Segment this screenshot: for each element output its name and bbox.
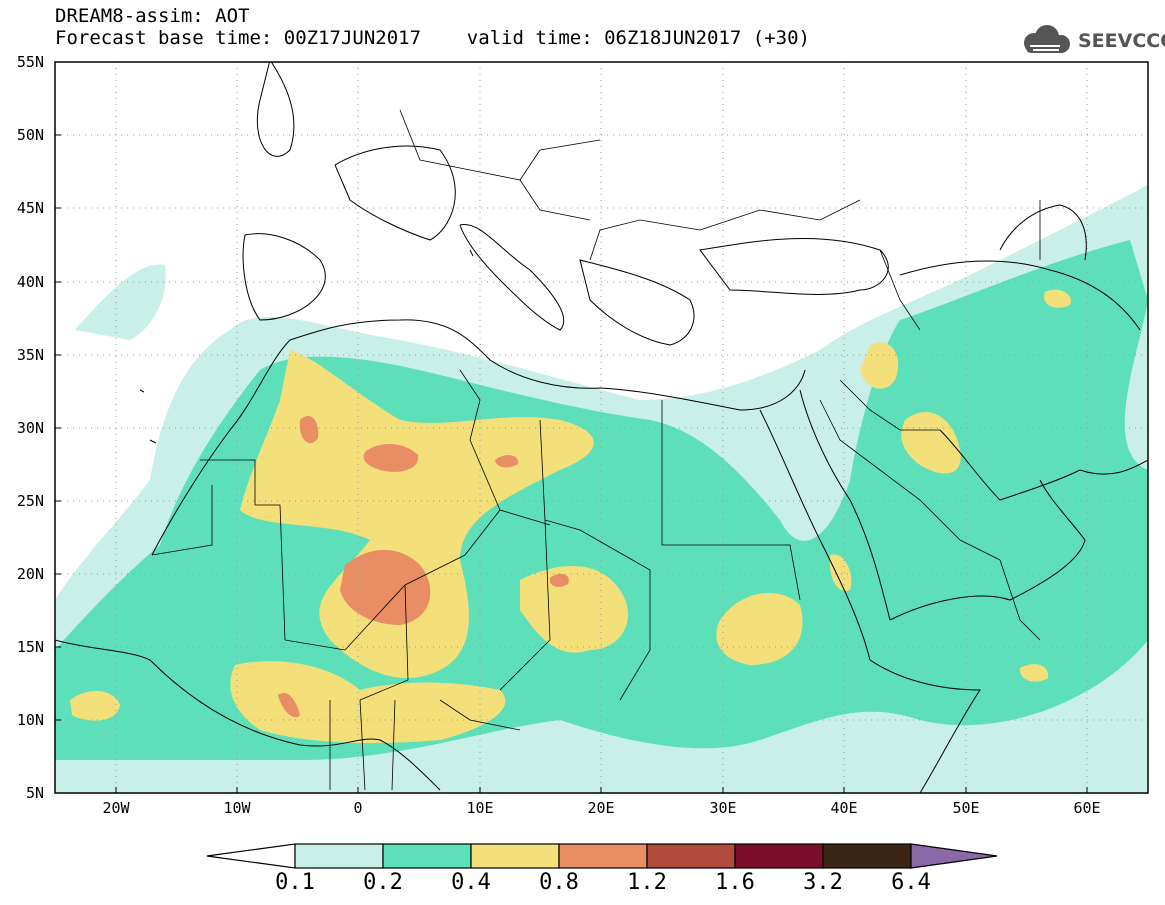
lat-label-15n: 15N bbox=[16, 638, 44, 656]
cloud-icon bbox=[1024, 25, 1070, 53]
lat-label-30n: 30N bbox=[16, 419, 44, 437]
aot-contour-0.4-atlantic bbox=[70, 690, 120, 721]
colorbar-swatch-7 bbox=[822, 843, 912, 869]
lat-label-55n: 55N bbox=[16, 53, 44, 71]
lon-label-10w: 10W bbox=[223, 799, 251, 817]
lat-label-50n: 50N bbox=[16, 126, 44, 144]
logo-text: SEEVCCC bbox=[1078, 30, 1165, 52]
aot-contour-0.1-tongue bbox=[75, 264, 166, 340]
lon-label-20e: 20E bbox=[587, 799, 615, 817]
lon-label-10e: 10E bbox=[466, 799, 494, 817]
lat-label-35n: 35N bbox=[16, 346, 44, 364]
aot-contour-0.4-redsea bbox=[829, 554, 852, 591]
colorbar-label-0.4: 0.4 bbox=[451, 870, 491, 895]
colorbar-swatch-1 bbox=[294, 843, 384, 869]
coastlines bbox=[55, 62, 1148, 793]
aot-contour-0.4-sudan bbox=[716, 593, 803, 665]
lat-label-40n: 40N bbox=[16, 273, 44, 291]
aot-contour-0.4-sahel bbox=[230, 661, 506, 743]
lon-label-50e: 50E bbox=[952, 799, 980, 817]
aot-contour-0.4-caspian bbox=[1044, 289, 1071, 308]
colorbar-label-0.1: 0.1 bbox=[275, 870, 315, 895]
colorbar-label-1.2: 1.2 bbox=[627, 870, 667, 895]
lon-label-60e: 60E bbox=[1073, 799, 1101, 817]
colorbar bbox=[206, 843, 998, 869]
aot-contour-0.8-algeria bbox=[363, 444, 419, 472]
lat-label-20n: 20N bbox=[16, 565, 44, 583]
lat-label-45n: 45N bbox=[16, 199, 44, 217]
colorbar-swatch-4 bbox=[558, 843, 648, 869]
map-title: DREAM8-assim: AOT bbox=[55, 5, 250, 27]
lon-label-0: 0 bbox=[353, 799, 363, 817]
graticule bbox=[55, 62, 1148, 793]
colorbar-label-0.8: 0.8 bbox=[539, 870, 579, 895]
lat-label-10n: 10N bbox=[16, 711, 44, 729]
colorbar-label-3.2: 3.2 bbox=[803, 870, 843, 895]
colorbar-swatch-3 bbox=[470, 843, 560, 869]
lon-label-40e: 40E bbox=[830, 799, 858, 817]
aot-contour-0.4-west bbox=[240, 350, 594, 679]
aot-contour-0.8-atlas bbox=[299, 416, 319, 444]
colorbar-swatch-0 bbox=[206, 843, 296, 869]
aot-contour-0.8-libya bbox=[495, 455, 519, 468]
aot-contour-0.8-nigeria bbox=[278, 692, 300, 718]
forecast-time-subtitle: Forecast base time: 00Z17JUN2017 valid t… bbox=[55, 27, 810, 49]
aot-contour-0.8-center bbox=[340, 550, 431, 625]
colorbar-swatch-5 bbox=[646, 843, 736, 869]
colorbar-label-6.4: 6.4 bbox=[891, 870, 931, 895]
country-borders bbox=[151, 109, 1041, 791]
lat-label-25n: 25N bbox=[16, 492, 44, 510]
aot-contour-0.8-chad bbox=[549, 573, 569, 587]
aot-contour-0.4-iraq bbox=[860, 342, 899, 389]
colorbar-swatch-8 bbox=[910, 843, 998, 869]
colorbar-label-0.2: 0.2 bbox=[363, 870, 403, 895]
colorbar-label-1.6: 1.6 bbox=[715, 870, 755, 895]
axis-ticks bbox=[55, 134, 1088, 793]
colorbar-swatch-6 bbox=[734, 843, 824, 869]
colorbar-swatch-2 bbox=[382, 843, 472, 869]
lon-label-20w: 20W bbox=[102, 799, 130, 817]
lon-label-30e: 30E bbox=[709, 799, 737, 817]
aot-contour-0.4-arabian bbox=[1019, 664, 1049, 682]
aot-contour-0.4-gulf bbox=[901, 411, 961, 474]
lat-label-5n: 5N bbox=[25, 784, 44, 802]
aot-contour-0.4-central bbox=[520, 566, 629, 653]
